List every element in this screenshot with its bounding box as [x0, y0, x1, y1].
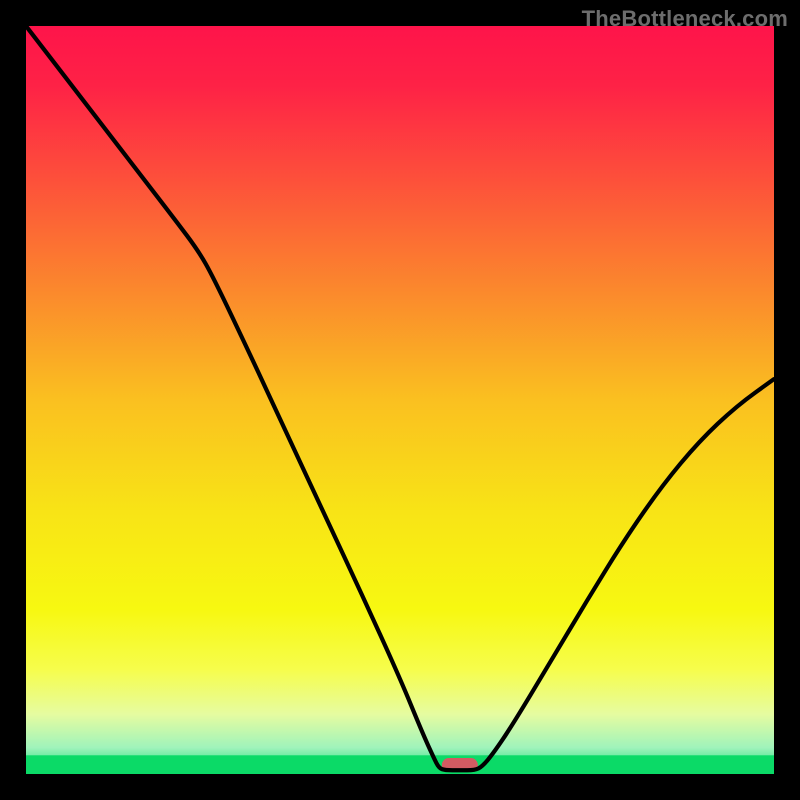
plot-background [26, 26, 774, 774]
chart-canvas: TheBottleneck.com [0, 0, 800, 800]
baseline-green-band [26, 755, 774, 774]
plot-svg [0, 0, 800, 800]
watermark-text: TheBottleneck.com [582, 6, 788, 32]
